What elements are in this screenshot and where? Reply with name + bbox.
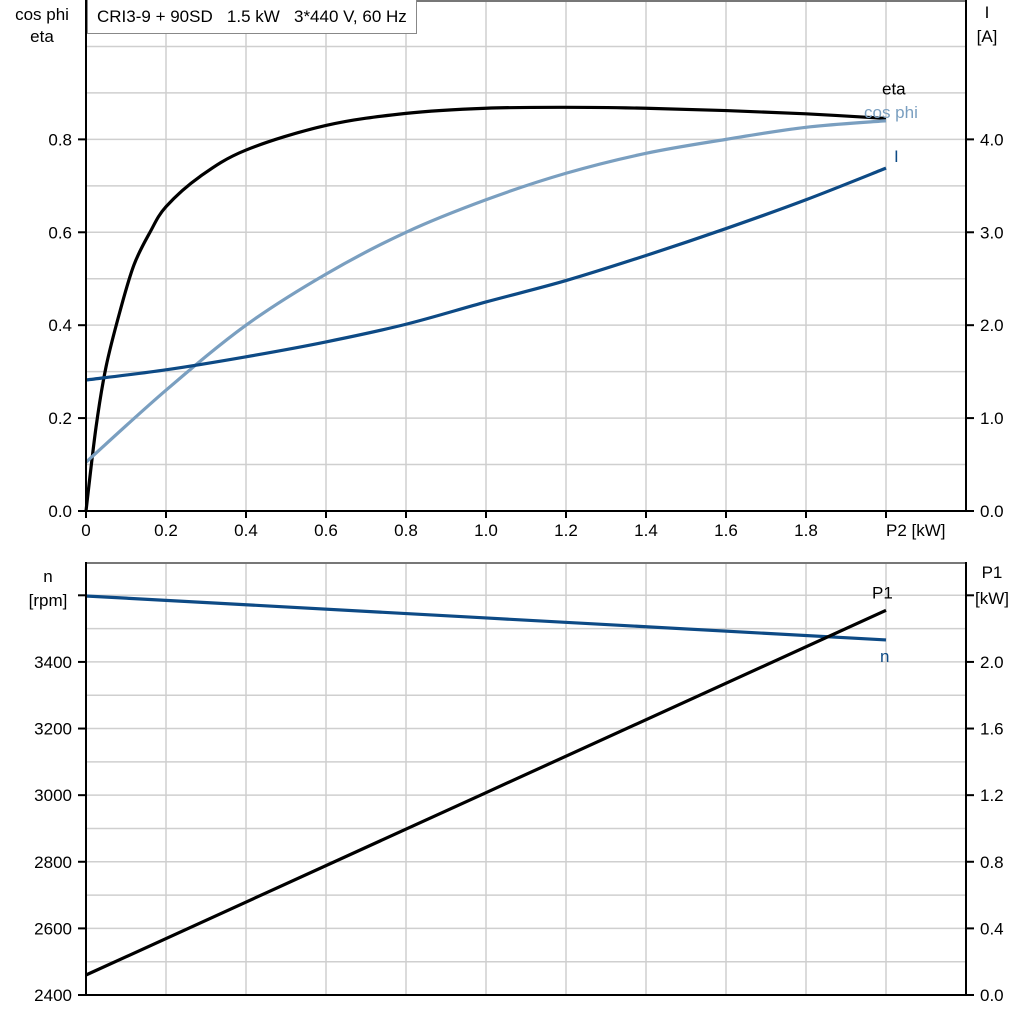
top-right-axis-title: I — [985, 3, 990, 22]
bottom-right-tick-label: 0.4 — [980, 919, 1004, 938]
top-x-tick-label: 0.6 — [314, 521, 338, 540]
bottom-right-axis-title: P1 — [982, 563, 1003, 582]
top-left-tick-label: 0.2 — [48, 409, 72, 428]
top-x-tick-label: 1.0 — [474, 521, 498, 540]
bottom-right-tick-label: 2.0 — [980, 653, 1004, 672]
top-left-tick-label: 0.4 — [48, 316, 72, 335]
bottom-left-tick-label: 3400 — [34, 653, 72, 672]
bottom-right-tick-label: 0.8 — [980, 853, 1004, 872]
bottom-left-axis-title: [rpm] — [29, 591, 68, 610]
series-label-p1: P1 — [872, 583, 893, 602]
top-right-tick-label: 4.0 — [980, 130, 1004, 149]
top-right-tick-label: 1.0 — [980, 409, 1004, 428]
top-right-axis-title: [A] — [977, 27, 998, 46]
bottom-right-tick-label: 1.6 — [980, 720, 1004, 739]
bottom-right-tick-label: 1.2 — [980, 786, 1004, 805]
series-line-n — [85, 594, 887, 642]
top-right-tick-label: 0.0 — [980, 502, 1004, 521]
top-left-axis-title: cos phi — [15, 5, 69, 24]
top-x-tick-label: 0.8 — [394, 521, 418, 540]
top-right-tick-label: 2.0 — [980, 316, 1004, 335]
bottom-left-tick-label: 3000 — [34, 786, 72, 805]
top-x-tick-label: 0 — [81, 521, 90, 540]
series-label-eta: eta — [882, 79, 906, 98]
top-right-tick-label: 3.0 — [980, 223, 1004, 242]
top-x-tick-label: 1.8 — [794, 521, 818, 540]
bottom-left-tick-label: 2400 — [34, 986, 72, 1005]
chart-title: CRI3-9 + 90SD 1.5 kW 3*440 V, 60 Hz — [87, 0, 417, 34]
top-x-tick-label: 1.4 — [634, 521, 658, 540]
top-x-tick-label: 0.2 — [154, 521, 178, 540]
series-line-cos-phi — [84, 119, 887, 464]
series-line-i — [85, 166, 887, 382]
top-left-tick-label: 0.6 — [48, 223, 72, 242]
top-x-tick-label: 1.2 — [554, 521, 578, 540]
top-x-axis-title: P2 [kW] — [886, 521, 946, 540]
series-label-cos-phi: cos phi — [864, 103, 918, 122]
bottom-right-tick-label: 0.0 — [980, 986, 1004, 1005]
series-line-p1 — [85, 608, 887, 977]
bottom-left-axis-title: n — [43, 567, 52, 586]
bottom-left-tick-label: 2600 — [34, 919, 72, 938]
bottom-left-tick-label: 3200 — [34, 720, 72, 739]
series-line-eta — [84, 105, 887, 512]
bottom-right-axis-title: [kW] — [975, 589, 1009, 608]
bottom-left-tick-label: 2800 — [34, 853, 72, 872]
top-left-tick-label: 0.0 — [48, 502, 72, 521]
series-label-n: n — [880, 647, 889, 666]
top-x-tick-label: 1.6 — [714, 521, 738, 540]
series-label-i: I — [894, 147, 899, 166]
top-left-axis-title: eta — [30, 27, 54, 46]
top-left-tick-label: 0.8 — [48, 130, 72, 149]
top-x-tick-label: 0.4 — [234, 521, 258, 540]
